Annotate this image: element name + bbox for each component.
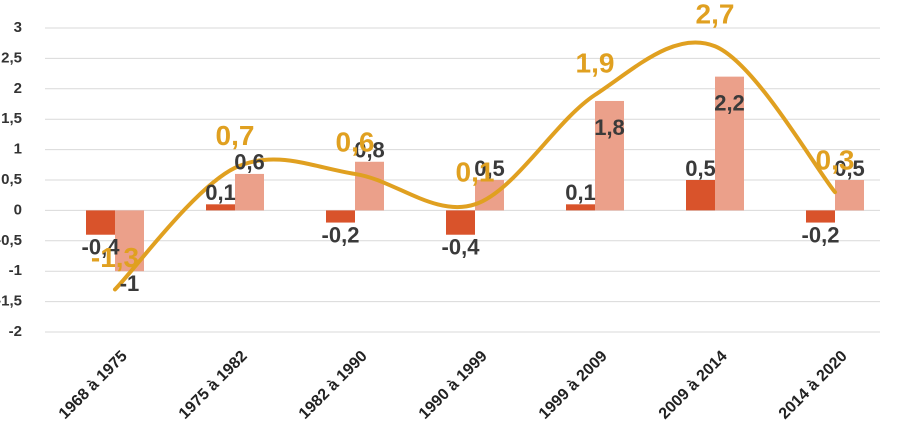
y-tick-label: -1,5 xyxy=(0,293,22,310)
x-tick-label: 2014 à 2020 xyxy=(776,348,851,423)
x-tick-label: 1999 à 2009 xyxy=(536,348,611,423)
line-label: 2,7 xyxy=(696,0,735,30)
bar xyxy=(835,180,864,211)
bar xyxy=(86,210,115,235)
y-tick-label: 2,5 xyxy=(1,49,22,66)
bar-label: -0,4 xyxy=(82,235,121,260)
x-tick-label: 1982 à 1990 xyxy=(296,348,371,423)
x-tick-label: 2009 à 2014 xyxy=(656,348,731,423)
line-label: 0,1 xyxy=(456,157,495,188)
bar-label: 0,1 xyxy=(205,180,236,205)
bar-label: 0,1 xyxy=(565,180,596,205)
bar-label: 0,6 xyxy=(234,150,265,175)
bar xyxy=(595,100,624,211)
y-tick-label: 0 xyxy=(14,201,22,218)
line-label: 1,9 xyxy=(576,47,615,78)
bar-label: 0,5 xyxy=(474,156,505,181)
bar xyxy=(715,76,744,211)
bar xyxy=(446,210,475,235)
y-tick-label: 0,5 xyxy=(1,171,22,188)
x-tick-label: 1990 à 1999 xyxy=(416,348,491,423)
bar xyxy=(566,204,595,211)
bar xyxy=(235,173,264,211)
bar-label: 0,5 xyxy=(685,156,716,181)
line-label: 0,6 xyxy=(336,126,375,157)
line-label: -1,3 xyxy=(91,242,139,273)
bar xyxy=(206,204,235,211)
bar-label: -1 xyxy=(120,271,140,296)
line-label: 0,7 xyxy=(216,120,255,151)
bar xyxy=(355,161,384,211)
y-tick-label: -0,5 xyxy=(0,232,22,249)
line xyxy=(113,40,837,292)
line-label: 0,3 xyxy=(816,145,855,176)
bar-label: 1,8 xyxy=(594,115,625,140)
y-tick-label: 3 xyxy=(14,19,22,36)
bar xyxy=(686,180,715,211)
x-tick-label: 1975 à 1982 xyxy=(176,348,251,423)
bar-label: -0,4 xyxy=(442,235,481,260)
y-tick-label: 1,5 xyxy=(1,110,22,127)
y-tick-label: -2 xyxy=(9,323,22,340)
bar-label: 2,2 xyxy=(714,90,745,115)
bar-label: -0,2 xyxy=(802,222,840,247)
bar xyxy=(806,210,835,223)
bar-label: 0,5 xyxy=(834,156,865,181)
y-tick-label: 1 xyxy=(14,141,22,158)
x-tick-label: 1968 à 1975 xyxy=(56,348,131,423)
y-tick-label: 2 xyxy=(14,80,22,97)
y-tick-label: -1 xyxy=(9,262,22,279)
bar-label: 0,8 xyxy=(354,138,385,163)
bar-label: -0,2 xyxy=(322,222,360,247)
bar xyxy=(326,210,355,223)
